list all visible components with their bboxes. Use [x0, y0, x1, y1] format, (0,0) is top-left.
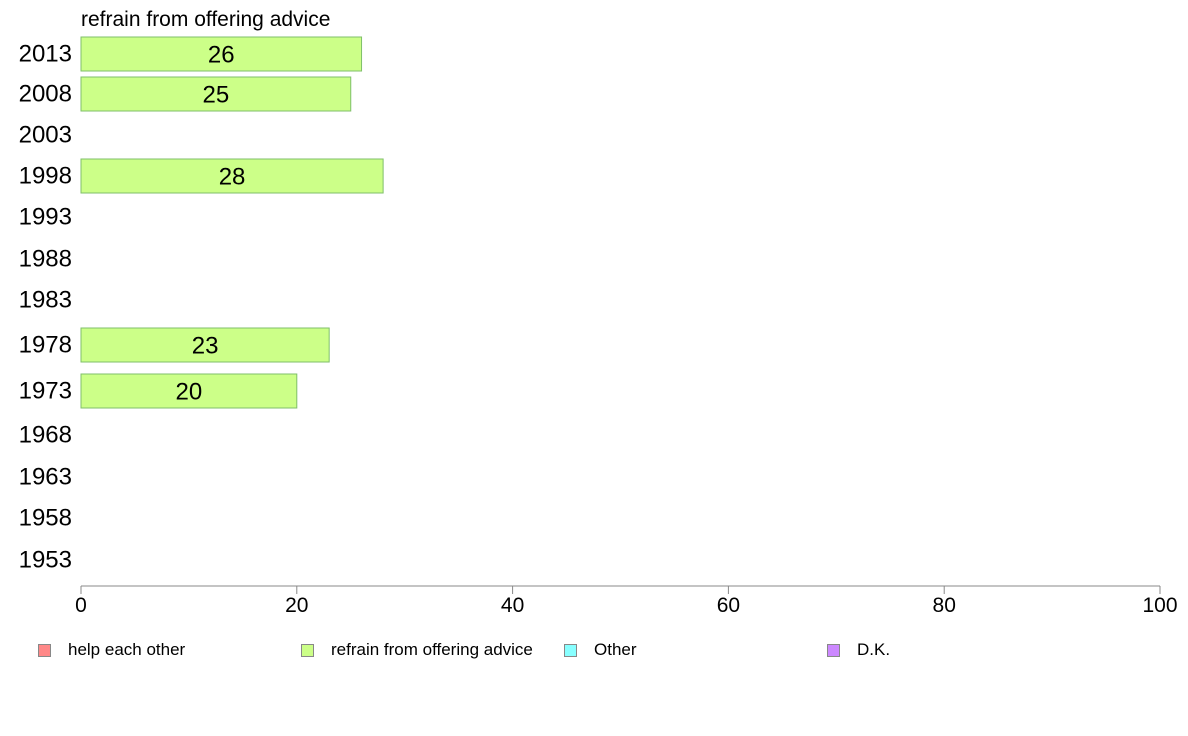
legend-item-other: Other: [564, 640, 637, 660]
bar-1998: [80, 158, 384, 194]
legend-swatch: [38, 643, 51, 657]
x-axis: 0 20 40 60 80 100: [75, 585, 1178, 617]
category-labels: 2013 2008 2003 1998 1993 1988 1983 1978 1973 1968…: [19, 41, 72, 574]
legend-item-refrain-from-offering-advice: refrain from offering advice: [301, 640, 533, 660]
category-label-1958: 1958: [19, 505, 72, 532]
data-label-1998: 28: [219, 164, 246, 191]
category-label-2008: 2008: [19, 81, 72, 108]
legend-swatch: [564, 643, 577, 657]
category-label-1953: 1953: [19, 547, 72, 574]
x-tick-label-20: 20: [285, 594, 308, 617]
category-label-1963: 1963: [19, 464, 72, 491]
category-label-2013: 2013: [19, 41, 72, 68]
x-tick-label-80: 80: [933, 594, 956, 617]
legend-label: help each other: [68, 640, 186, 659]
legend-label: D.K.: [857, 640, 891, 659]
category-label-1993: 1993: [19, 204, 72, 231]
bar-2013: [80, 36, 363, 72]
category-label-1978: 1978: [19, 332, 72, 359]
data-label-2008: 25: [203, 82, 230, 109]
legend-swatch: [301, 643, 314, 657]
legend-label: Other: [594, 640, 637, 659]
bars-layer: 26 25 28 23 20: [80, 36, 384, 409]
legend-swatch: [827, 643, 840, 657]
category-label-1973: 1973: [19, 378, 72, 405]
chart-title: refrain from offering advice: [81, 8, 331, 31]
category-label-2003: 2003: [19, 122, 72, 149]
data-label-2013: 26: [208, 42, 235, 69]
x-tick-label-100: 100: [1142, 594, 1177, 617]
category-label-1983: 1983: [19, 287, 72, 314]
data-label-1978: 23: [192, 333, 219, 360]
x-tick-label-40: 40: [501, 594, 524, 617]
bar-2008: [80, 76, 352, 112]
legend-item-help-each-other: help each other: [38, 640, 185, 660]
bar-1973: [80, 373, 298, 409]
data-label-1973: 20: [176, 379, 203, 406]
bar-1978: [80, 327, 330, 363]
category-label-1968: 1968: [19, 422, 72, 449]
category-label-1988: 1988: [19, 246, 72, 273]
legend-item-dk: D.K.: [827, 640, 890, 660]
x-tick-label-60: 60: [717, 594, 740, 617]
category-label-1998: 1998: [19, 163, 72, 190]
legend-label: refrain from offering advice: [331, 640, 533, 659]
x-tick-label-0: 0: [75, 594, 87, 617]
